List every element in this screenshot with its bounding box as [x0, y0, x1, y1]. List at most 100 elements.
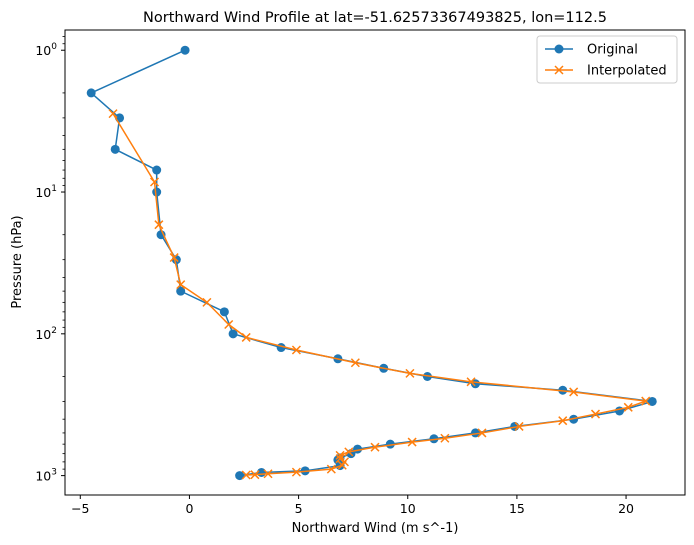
data-point-stroke [224, 320, 234, 330]
data-point [86, 88, 96, 98]
data-point-stroke [590, 409, 601, 419]
data-point [219, 307, 229, 317]
data-point [623, 402, 633, 412]
data-point-stroke [350, 358, 360, 368]
legend: Original Interpolated [536, 35, 678, 84]
x-axis-label: Northward Wind (m s^-1) [292, 521, 459, 536]
data-point [149, 177, 160, 187]
data-point [180, 45, 190, 55]
data-point [108, 109, 118, 119]
data-point [385, 439, 395, 449]
x-tick-label: 5 [295, 501, 303, 516]
y-axis-label: Pressure (hPa) [10, 215, 25, 308]
data-point-stroke [202, 297, 212, 307]
legend-label-original: Original [587, 43, 638, 58]
data-point-stroke [169, 253, 179, 263]
data-point [152, 165, 162, 175]
data-point [154, 220, 164, 230]
data-point [466, 377, 476, 387]
data-point-stroke [241, 470, 251, 480]
data-point-stroke [641, 396, 651, 406]
x-tick-label: 0 [185, 501, 193, 516]
data-point-stroke [623, 402, 633, 412]
data-point-stroke [263, 469, 273, 479]
data-point-stroke [440, 433, 450, 443]
data-point [241, 332, 251, 342]
data-point [224, 320, 234, 330]
y-tick-label: 102 [35, 326, 57, 342]
data-point [250, 470, 260, 480]
legend-marker-interpolated [554, 65, 564, 75]
data-point [558, 416, 568, 426]
data-point-stroke [335, 454, 345, 464]
data-point-stroke [149, 177, 160, 187]
data-point [291, 345, 301, 355]
data-point [590, 409, 601, 419]
chart-title: Northward Wind Profile at lat=-51.625733… [143, 10, 607, 26]
data-point-stroke [477, 428, 487, 438]
data-point [176, 280, 186, 290]
data-point [202, 297, 212, 307]
data-point [176, 286, 186, 296]
data-point-stroke [344, 447, 354, 457]
series-interpolated [108, 109, 651, 480]
x-tick-label: 10 [400, 501, 416, 516]
data-point-stroke [405, 368, 415, 378]
x-tick-label: −5 [71, 501, 89, 516]
data-point-stroke [558, 416, 568, 426]
plot-frame [64, 29, 686, 496]
y-tick-label: 100 [35, 42, 57, 58]
data-point-stroke [250, 470, 260, 480]
legend-marker-original [554, 44, 564, 54]
data-point [152, 187, 162, 197]
data-point [326, 464, 336, 474]
data-point [641, 396, 651, 406]
x-axis: −5 0 5 10 15 20 [71, 495, 634, 516]
data-point-stroke [370, 442, 380, 452]
data-point [405, 368, 415, 378]
data-point [569, 387, 579, 397]
x-tick-label: 15 [509, 501, 525, 516]
legend-label-interpolated: Interpolated [587, 64, 667, 79]
data-point [156, 230, 166, 240]
y-tick-label: 101 [35, 184, 57, 200]
data-point-stroke [326, 464, 336, 474]
data-point-stroke [108, 109, 118, 119]
data-point [477, 428, 487, 438]
data-point [440, 433, 450, 443]
data-point [344, 447, 354, 457]
data-point [235, 471, 245, 481]
data-point-stroke [569, 387, 579, 397]
data-point [647, 396, 657, 406]
data-point [335, 450, 345, 460]
data-point [291, 467, 301, 477]
y-tick-label: 103 [35, 468, 57, 484]
data-point-stroke [466, 377, 476, 387]
data-point [407, 437, 417, 447]
data-point-stroke [335, 450, 345, 460]
data-point [470, 428, 480, 438]
data-point [263, 469, 273, 479]
data-point [370, 442, 380, 452]
data-point-stroke [291, 467, 301, 477]
data-point-stroke [154, 220, 164, 230]
data-point-stroke [514, 421, 524, 431]
data-point-stroke [241, 332, 251, 342]
x-tick-label: 20 [618, 501, 634, 516]
data-point [335, 454, 345, 464]
data-point [350, 358, 360, 368]
plot-layer [86, 45, 657, 481]
data-point-stroke [176, 280, 186, 290]
data-point-stroke [337, 460, 347, 470]
data-point-stroke [291, 345, 301, 355]
data-point [169, 253, 179, 263]
data-point [241, 470, 251, 480]
data-point [228, 329, 238, 339]
data-point-stroke [407, 437, 417, 447]
data-point [110, 144, 120, 154]
legend-box [536, 35, 678, 84]
y-axis: 100 101 102 103 [35, 36, 65, 484]
data-point [337, 460, 347, 470]
data-point [514, 421, 524, 431]
